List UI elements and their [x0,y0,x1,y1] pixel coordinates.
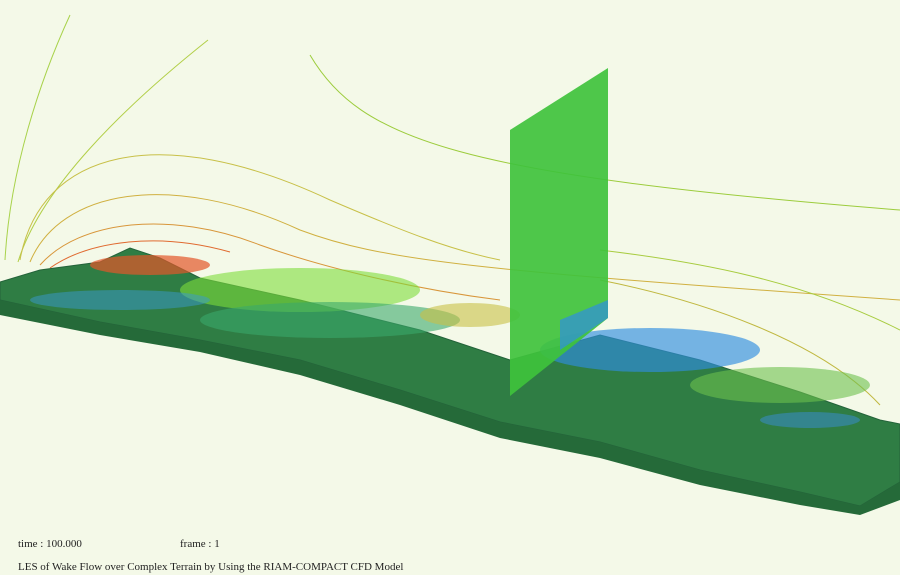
contour-line [17,39,209,263]
contour-line [39,223,501,301]
frame-label: frame : 1 [180,538,220,550]
time-label: time : 100.000 [18,538,82,550]
plane-wake [560,300,608,350]
contour-line [29,194,900,301]
streamlines [4,14,900,406]
wake-turbulence [30,255,870,428]
wake-region [200,302,460,338]
wake-region [760,412,860,428]
wake-region [420,303,520,327]
contour-line [309,54,900,211]
wake-region [690,367,870,403]
contour-line [49,240,231,269]
caption: LES of Wake Flow over Complex Terrain by… [18,561,403,573]
wake-region [540,328,760,372]
wake-region [180,268,420,312]
terrain-shadow [0,300,900,515]
contour-line [599,249,900,331]
wake-region [30,290,210,310]
wake-region [90,255,210,275]
contour-line [4,14,71,261]
contour-line [19,154,501,261]
